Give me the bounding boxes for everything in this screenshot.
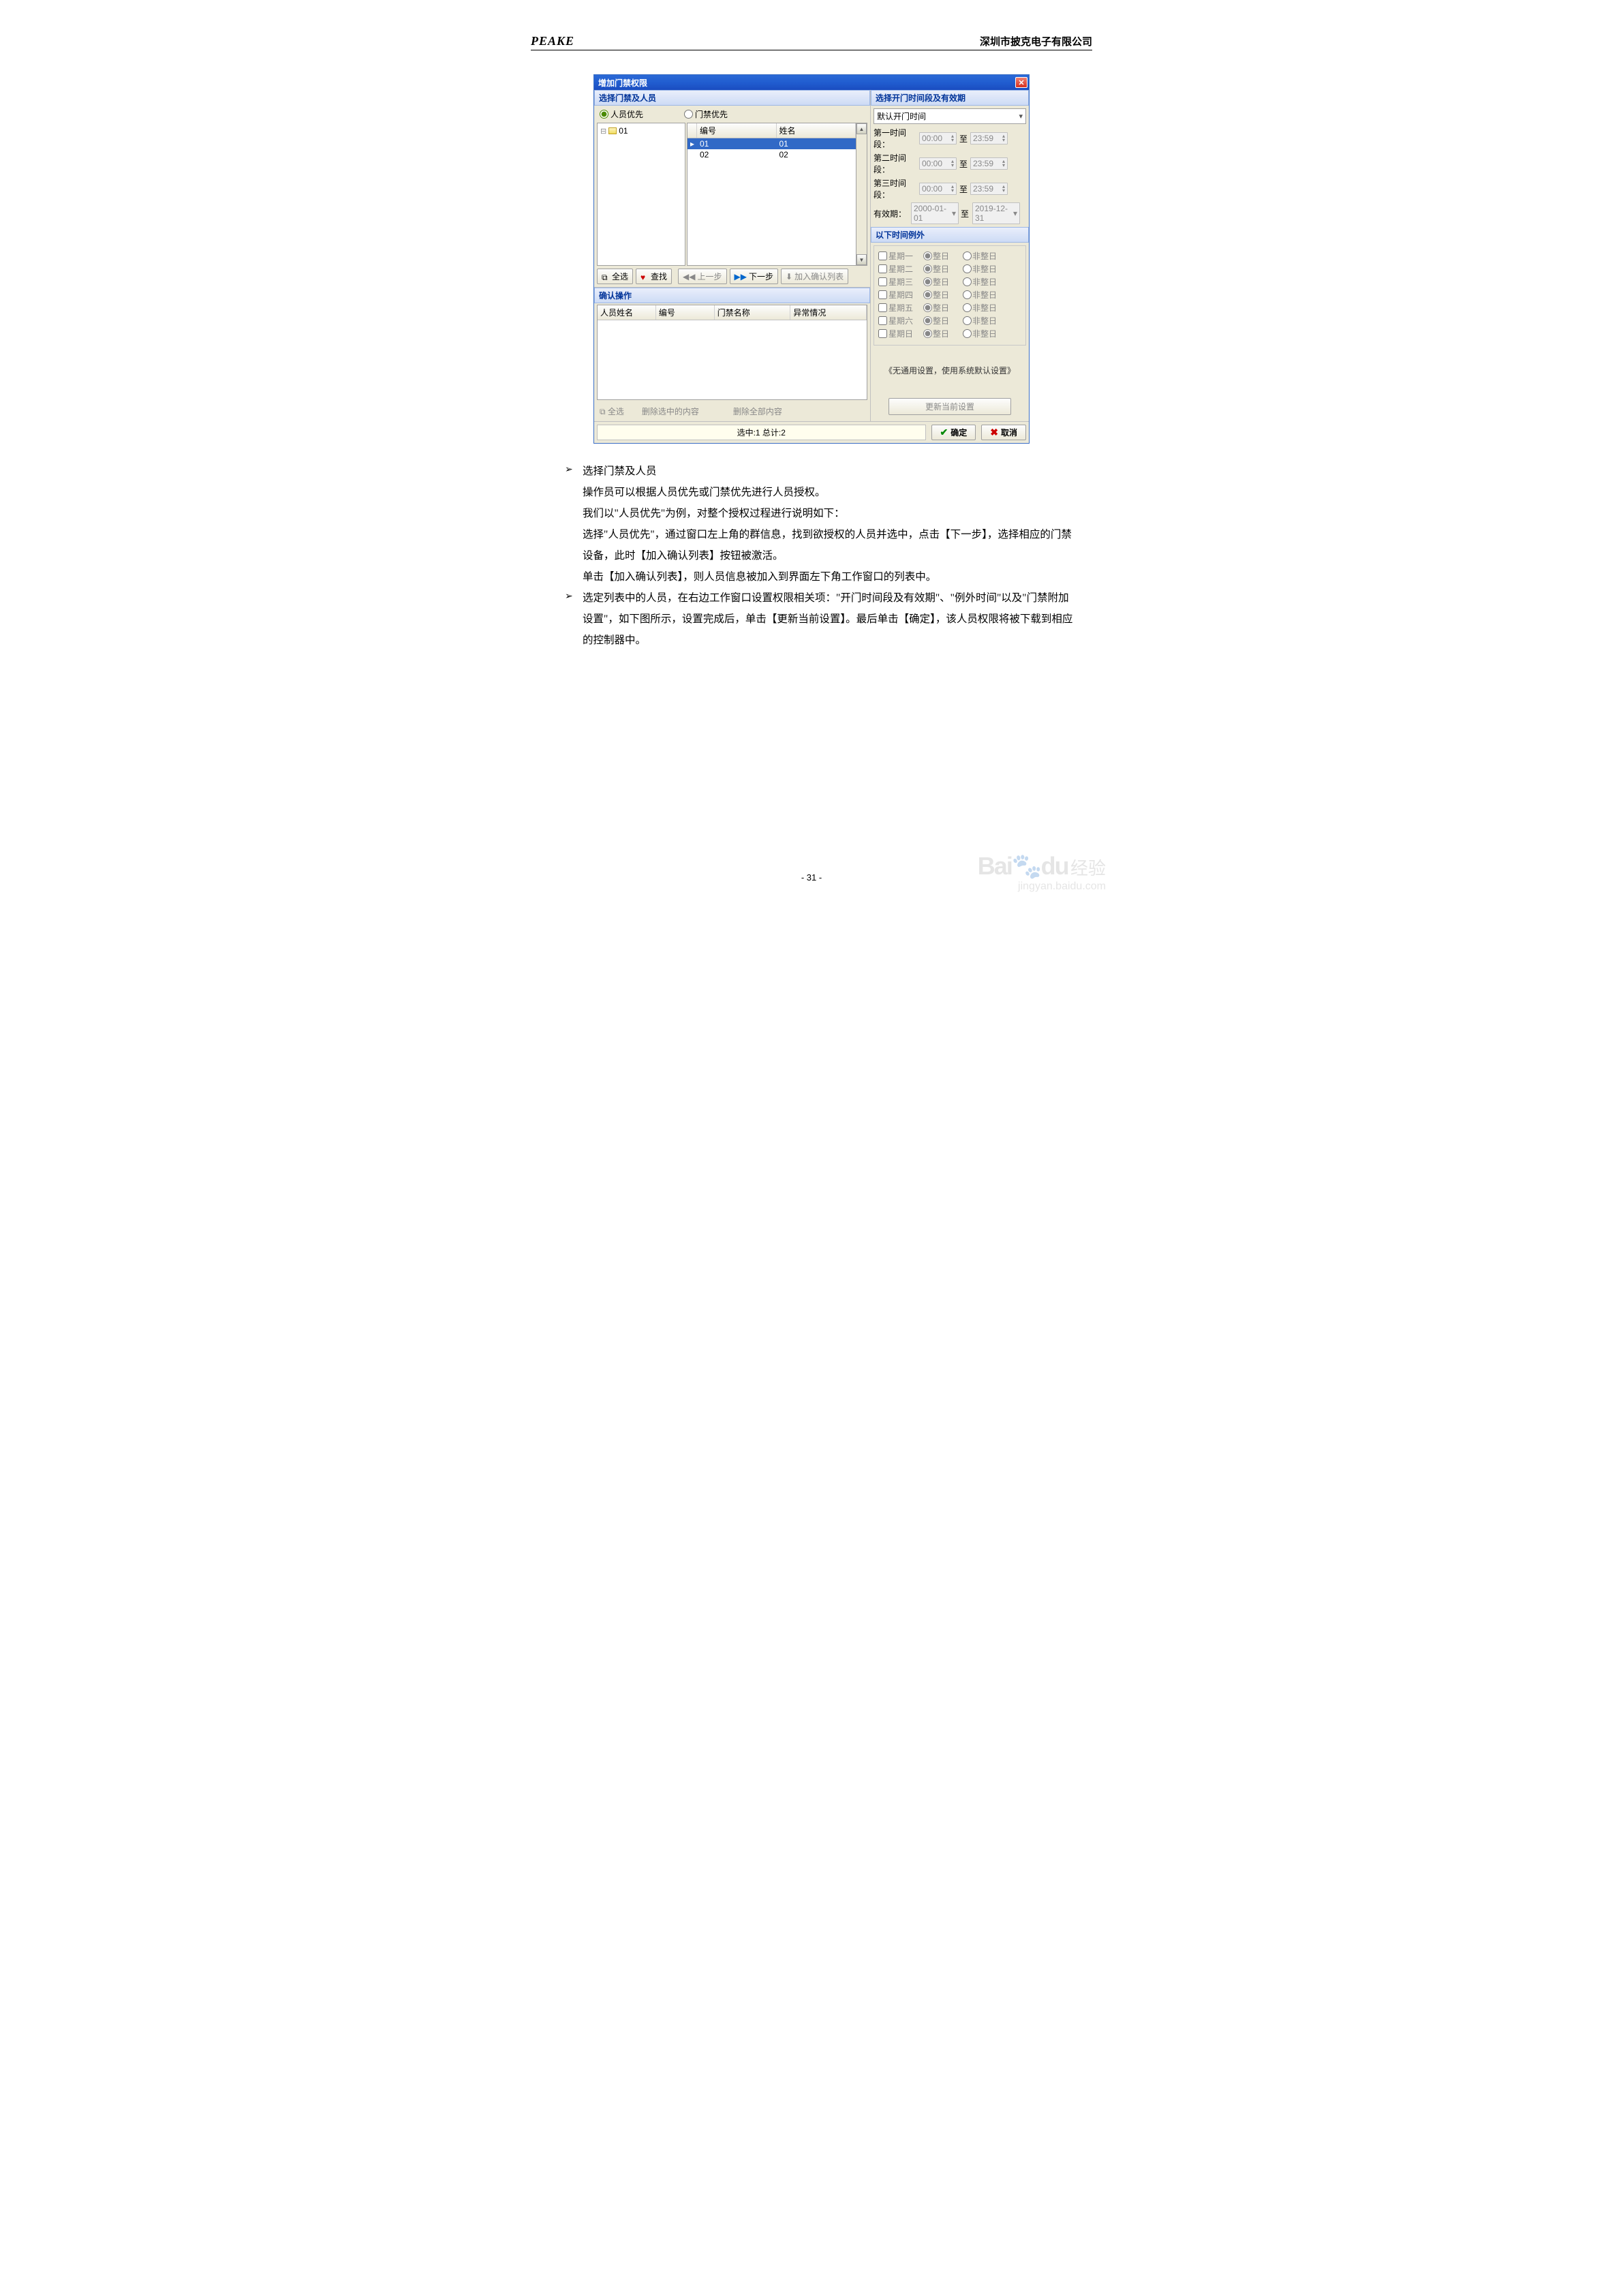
- valid-row: 有效期： 2000-01-01▾ 至 2019-12-31▾: [874, 202, 1026, 224]
- list-header: 编号 姓名: [687, 123, 856, 138]
- valid-from[interactable]: 2000-01-01▾: [911, 202, 959, 224]
- except-panel-title: 以下时间例外: [871, 227, 1029, 243]
- radio-person-first[interactable]: 人员优先: [600, 108, 643, 120]
- watermark: Bai🐾du 经验 jingyan.baidu.com: [978, 852, 1106, 893]
- conf-col-abn: 异常情况: [790, 305, 867, 320]
- update-button[interactable]: 更新当前设置: [888, 398, 1011, 415]
- select-all-icon: ⧉: [600, 407, 606, 416]
- scroll-down-icon[interactable]: ▼: [856, 254, 867, 265]
- scroll-up-icon[interactable]: ▲: [856, 123, 867, 134]
- left-column: 选择门禁及人员 人员优先 门禁优先 01 编号 姓名: [594, 90, 871, 421]
- x-icon: ✖: [990, 427, 998, 438]
- select-all-icon: ⧉: [602, 273, 610, 281]
- confirm-grid[interactable]: 人员姓名 编号 门禁名称 异常情况: [597, 305, 867, 400]
- folder-icon: [608, 127, 617, 134]
- valid-to[interactable]: 2019-12-31▾: [972, 202, 1020, 224]
- tree-node[interactable]: 01: [600, 126, 682, 136]
- toolbar: ⧉全选 ♥查找 ◀◀ 上一步 ▶▶ 下一步 ⬇ 加入确认列表: [594, 266, 870, 287]
- priority-radio-row: 人员优先 门禁优先: [594, 106, 870, 123]
- default-time-select[interactable]: 默认开门时间▾: [874, 108, 1026, 124]
- time-row-2: 第二时间段： 00:00▴▾ 至 23:59▴▾: [874, 152, 1026, 175]
- col-code: 编号: [697, 123, 777, 138]
- time-row-3: 第三时间段： 00:00▴▾ 至 23:59▴▾: [874, 177, 1026, 200]
- time-start-2[interactable]: 00:00▴▾: [919, 157, 957, 170]
- add-confirm-button[interactable]: ⬇ 加入确认列表: [781, 269, 848, 284]
- time-end-1[interactable]: 23:59▴▾: [970, 132, 1008, 144]
- add-icon: ⬇: [786, 272, 792, 281]
- time-panel-title: 选择开门时间段及有效期: [871, 90, 1029, 106]
- except-row: 星期五整日非整日: [878, 302, 1021, 313]
- dropdown-icon: ▾: [1019, 112, 1023, 121]
- cancel-button[interactable]: ✖取消: [981, 425, 1026, 440]
- instr-line: 我们以"人员优先"为例，对整个授权过程进行说明如下：: [583, 503, 1079, 524]
- page: PEAKE 深圳市披克电子有限公司 增加门禁权限 ✕ 选择门禁及人员 人员优先 …: [490, 0, 1133, 910]
- col-name: 姓名: [777, 123, 856, 138]
- del-selected-button[interactable]: 删除选中的内容: [630, 405, 711, 417]
- except-row: 星期一整日非整日: [878, 250, 1021, 262]
- footer-bar: 选中:1 总计:2 ✔确定 ✖取消: [594, 421, 1029, 443]
- dialog-window: 增加门禁权限 ✕ 选择门禁及人员 人员优先 门禁优先 01: [593, 74, 1030, 444]
- conf-col-code: 编号: [656, 305, 715, 320]
- tree-view[interactable]: 01: [597, 123, 685, 266]
- titlebar: 增加门禁权限 ✕: [594, 75, 1029, 90]
- radio-door-input[interactable]: [684, 110, 693, 119]
- radio-door-first[interactable]: 门禁优先: [684, 108, 728, 120]
- bullet-icon: ➢: [565, 587, 574, 607]
- except-body: 星期一整日非整日 星期二整日非整日 星期三整日非整日 星期四整日非整日 星期五整…: [874, 245, 1026, 346]
- except-row: 星期日整日非整日: [878, 328, 1021, 339]
- company-name: 深圳市披克电子有限公司: [980, 34, 1092, 48]
- page-header: PEAKE 深圳市披克电子有限公司: [531, 34, 1092, 50]
- next-icon: ▶▶: [735, 272, 747, 281]
- scrollbar[interactable]: ▲ ▼: [856, 123, 867, 266]
- except-row: 星期四整日非整日: [878, 289, 1021, 301]
- ok-button[interactable]: ✔确定: [931, 425, 976, 440]
- find-icon: ♥: [640, 273, 649, 281]
- close-button[interactable]: ✕: [1015, 77, 1027, 88]
- list-view[interactable]: 编号 姓名 ▸0101 0202: [687, 123, 856, 266]
- conf-col-door: 门禁名称: [715, 305, 791, 320]
- right-column: 选择开门时间段及有效期 默认开门时间▾ 第一时间段： 00:00▴▾ 至 23:…: [871, 90, 1029, 421]
- no-setting-info: 《无通用设置，使用系统默认设置》: [875, 351, 1025, 390]
- time-start-3[interactable]: 00:00▴▾: [919, 183, 957, 195]
- except-row: 星期三整日非整日: [878, 276, 1021, 288]
- find-button[interactable]: ♥查找: [636, 269, 672, 284]
- brand-logo: PEAKE: [531, 34, 574, 48]
- confirm-panel-title: 确认操作: [594, 288, 870, 303]
- time-start-1[interactable]: 00:00▴▾: [919, 132, 957, 144]
- instructions: ➢ 选择门禁及人员 操作员可以根据人员优先或门禁优先进行人员授权。 我们以"人员优…: [565, 461, 1079, 651]
- time-row-1: 第一时间段： 00:00▴▾ 至 23:59▴▾: [874, 127, 1026, 150]
- status-text: 选中:1 总计:2: [597, 425, 926, 440]
- next-button[interactable]: ▶▶ 下一步: [730, 269, 778, 284]
- select-panel-title: 选择门禁及人员: [594, 90, 870, 106]
- instr-line: 单击【加入确认列表】，则人员信息被加入到界面左下角工作窗口的列表中。: [583, 566, 1079, 587]
- prev-icon: ◀◀: [683, 272, 695, 281]
- bullet-2: 选定列表中的人员，在右边工作窗口设置权限相关项："开门时间段及有效期"、"例外时…: [583, 587, 1079, 651]
- check-icon: ✔: [940, 427, 948, 438]
- select-all-button[interactable]: ⧉全选: [597, 269, 633, 284]
- bullet-1: 选择门禁及人员: [583, 461, 1079, 482]
- bullet-icon: ➢: [565, 461, 574, 480]
- dialog-title: 增加门禁权限: [598, 77, 647, 89]
- prev-button[interactable]: ◀◀ 上一步: [678, 269, 726, 284]
- radio-person-input[interactable]: [600, 110, 608, 119]
- time-end-3[interactable]: 23:59▴▾: [970, 183, 1008, 195]
- list-row[interactable]: ▸0101: [687, 138, 856, 149]
- del-all-button[interactable]: 删除全部内容: [717, 405, 799, 417]
- except-row: 星期二整日非整日: [878, 263, 1021, 275]
- conf-select-all-button[interactable]: ⧉ 全选: [600, 405, 624, 417]
- except-row: 星期六整日非整日: [878, 315, 1021, 326]
- time-end-2[interactable]: 23:59▴▾: [970, 157, 1008, 170]
- instr-line: 操作员可以根据人员优先或门禁优先进行人员授权。: [583, 482, 1079, 503]
- instr-line: 选择"人员优先"，通过窗口左上角的群信息，找到欲授权的人员并选中，点击【下一步】…: [583, 524, 1079, 566]
- list-row[interactable]: 0202: [687, 149, 856, 160]
- conf-col-name: 人员姓名: [598, 305, 656, 320]
